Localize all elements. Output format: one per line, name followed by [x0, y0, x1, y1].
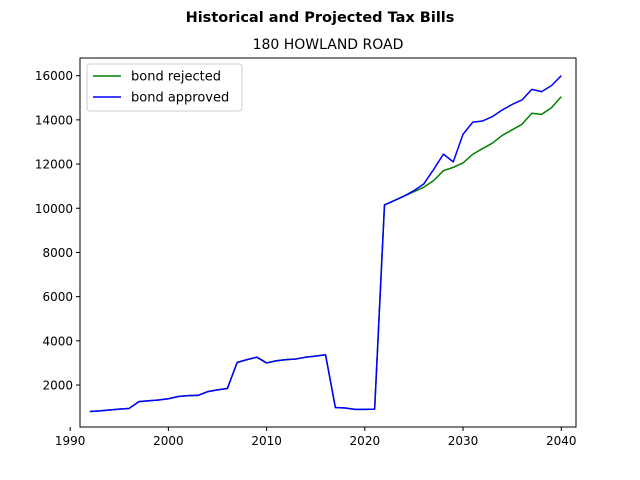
axes-frame — [79, 57, 577, 428]
plot-area — [89, 75, 562, 413]
x-tick-label: 2010 — [251, 434, 282, 448]
y-tick-label: 14000 — [35, 113, 73, 127]
y-tick-label: 10000 — [35, 202, 73, 216]
y-tick-label: 12000 — [35, 158, 73, 172]
chart-title: 180 HOWLAND ROAD — [253, 37, 404, 53]
y-tick-label: 4000 — [42, 334, 73, 348]
x-axis: 1990 2000 2010 2020 2030 2040 — [55, 427, 577, 448]
legend: bond rejected bond approved — [86, 63, 243, 112]
legend-frame — [86, 63, 243, 112]
y-tick-label: 8000 — [42, 246, 73, 260]
chart-suptitle: Historical and Projected Tax Bills — [186, 10, 455, 26]
x-tick-label: 2000 — [153, 434, 184, 448]
y-axis: 2000 4000 6000 8000 10000 12000 14000 16000 — [35, 69, 80, 393]
x-tick-label: 2020 — [350, 434, 381, 448]
y-tick-label: 2000 — [42, 379, 73, 393]
x-tick-label: 2040 — [546, 434, 577, 448]
legend-label-bond-approved: bond approved — [131, 91, 229, 106]
y-tick-label: 16000 — [35, 69, 73, 83]
legend-label-bond-rejected: bond rejected — [131, 70, 221, 85]
x-tick-label: 2030 — [448, 434, 479, 448]
x-tick-label: 1990 — [55, 434, 86, 448]
y-tick-label: 6000 — [42, 290, 73, 304]
series-line-bond-approved — [89, 75, 562, 413]
